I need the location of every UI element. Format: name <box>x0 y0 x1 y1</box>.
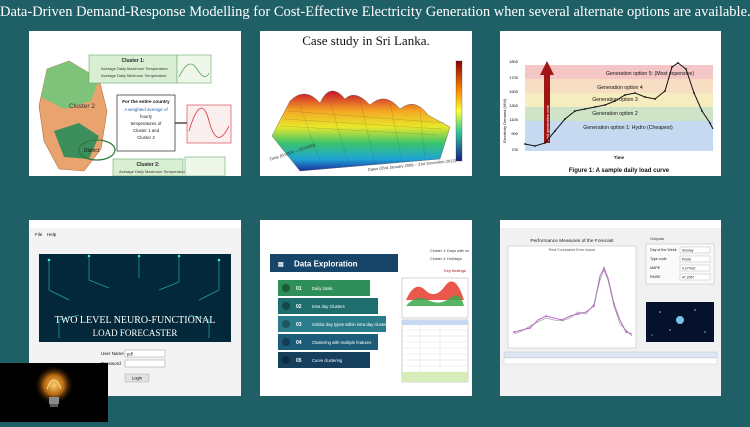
case-study-heading: Case study in Sri Lanka. <box>302 33 430 48</box>
forecaster-line2: Load Forecaster <box>93 328 178 338</box>
lightbulb-image <box>0 363 108 422</box>
output-key: Type code <box>650 257 667 261</box>
y-axis-label: Electricity Demand (MW) <box>502 98 507 143</box>
perf-legend: Real Forecasted Error Actual <box>549 248 595 252</box>
x-axis-label: Time <box>614 155 625 160</box>
menu-help: Help <box>47 232 57 237</box>
step-text: Daily totals <box>312 286 332 291</box>
country-line5: Cluster 2 <box>137 135 155 140</box>
step-text: Clustering with multiple features <box>312 340 371 345</box>
country-title: For the entire country <box>122 99 170 104</box>
cluster2-label: Cluster 2 <box>69 103 95 110</box>
exploration-tile: ▤ Data Exploration 01 Daily totals 02 In… <box>260 220 472 396</box>
step-number: 03 <box>296 322 302 328</box>
perf-chart-title: Performance Measures of the Forecast <box>530 238 614 244</box>
bulb-glow-icon <box>34 367 74 407</box>
output-key: Day of the Week <box>650 248 677 252</box>
performance-tile: Performance Measures of the Forecast Rea… <box>500 220 721 396</box>
figure-caption: Figure 1: A sample daily load curve <box>569 168 670 174</box>
cluster2-title: Cluster 2: <box>136 162 159 168</box>
option1-label: Generation option 1: Hydro (Cheapest) <box>583 125 673 131</box>
cluster1-line2: Average Daily Minimum Temperature <box>101 73 167 78</box>
country-line3: temperatures of <box>131 121 163 126</box>
step-text: Intra day Clusters <box>312 304 345 309</box>
step-number: 05 <box>296 358 302 364</box>
output-key: MAPE <box>650 266 661 270</box>
login-button[interactable] <box>124 373 150 383</box>
outputs-title: Outputs <box>650 236 664 241</box>
slide-title: Data-Driven Demand-Response Modelling fo… <box>0 4 750 20</box>
step-number: 02 <box>296 304 302 310</box>
forecaster-line1: Two Level Neuro-Functional <box>55 315 216 326</box>
user-name-input[interactable] <box>124 349 166 358</box>
country-line1: A weighted average of <box>124 107 168 112</box>
step-number: 01 <box>296 286 302 292</box>
y-tick: 1700 <box>509 75 519 80</box>
user-name-value: pdl <box>127 352 133 357</box>
cluster1-title: Cluster 1: <box>121 58 144 64</box>
y-tick: 1100 <box>509 117 518 122</box>
country-line2: hourly <box>140 114 153 119</box>
password-label: Password <box>101 361 121 366</box>
bar-chart-icon: ▤ <box>278 262 284 268</box>
option5-label: Generation option 5: (Most expensive) <box>606 71 694 77</box>
district-label: District <box>84 148 100 154</box>
cluster2-line1: Average Daily Maximum Temperature <box>119 169 187 174</box>
cluster1-line1: Average Daily Maximum Temperature <box>101 66 169 71</box>
exploration-header: Data Exploration <box>294 260 358 269</box>
arrow-label: Unit generation cost <box>545 105 550 141</box>
map-tile: Cluster 2 District Cluster 1: Average Da… <box>29 31 241 176</box>
option4-label: Generation option 4 <box>597 85 643 91</box>
output-key: RMSE <box>650 275 661 279</box>
key-findings-label: Key findings <box>444 268 466 273</box>
y-tick: 700 <box>511 147 518 152</box>
step-text: Curve clustering <box>312 358 343 363</box>
password-input[interactable] <box>124 359 166 368</box>
step-number: 04 <box>296 340 302 346</box>
output-value: Sunday <box>682 249 694 253</box>
menu-file: File <box>35 232 43 237</box>
step-text: Similar day types within intra-day clust… <box>312 322 389 327</box>
output-value: Public <box>682 258 692 262</box>
legend-cluster2: Cluster 2: Holidays <box>430 257 462 261</box>
output-value: 4.27%02 <box>682 267 695 271</box>
country-line4: Cluster 1 and <box>133 128 160 133</box>
y-tick: 1500 <box>509 89 519 94</box>
y-tick: 1800 <box>509 59 519 64</box>
load-curve-tile: 1800 1700 1500 1300 1100 900 700 Electri… <box>500 31 721 176</box>
option3-label: Generation option 3 <box>592 97 638 103</box>
legend-cluster1: Cluster 1: Days with no <box>430 249 469 253</box>
case-study-tile: Case study in Sri Lanka. <box>260 31 472 176</box>
login-label: Login <box>132 376 143 381</box>
option2-label: Generation option 2 <box>592 111 638 117</box>
output-value: 47.2057 <box>682 276 694 280</box>
y-tick: 900 <box>511 131 518 136</box>
user-name-label: User Name <box>101 351 124 356</box>
y-tick: 1300 <box>509 103 519 108</box>
